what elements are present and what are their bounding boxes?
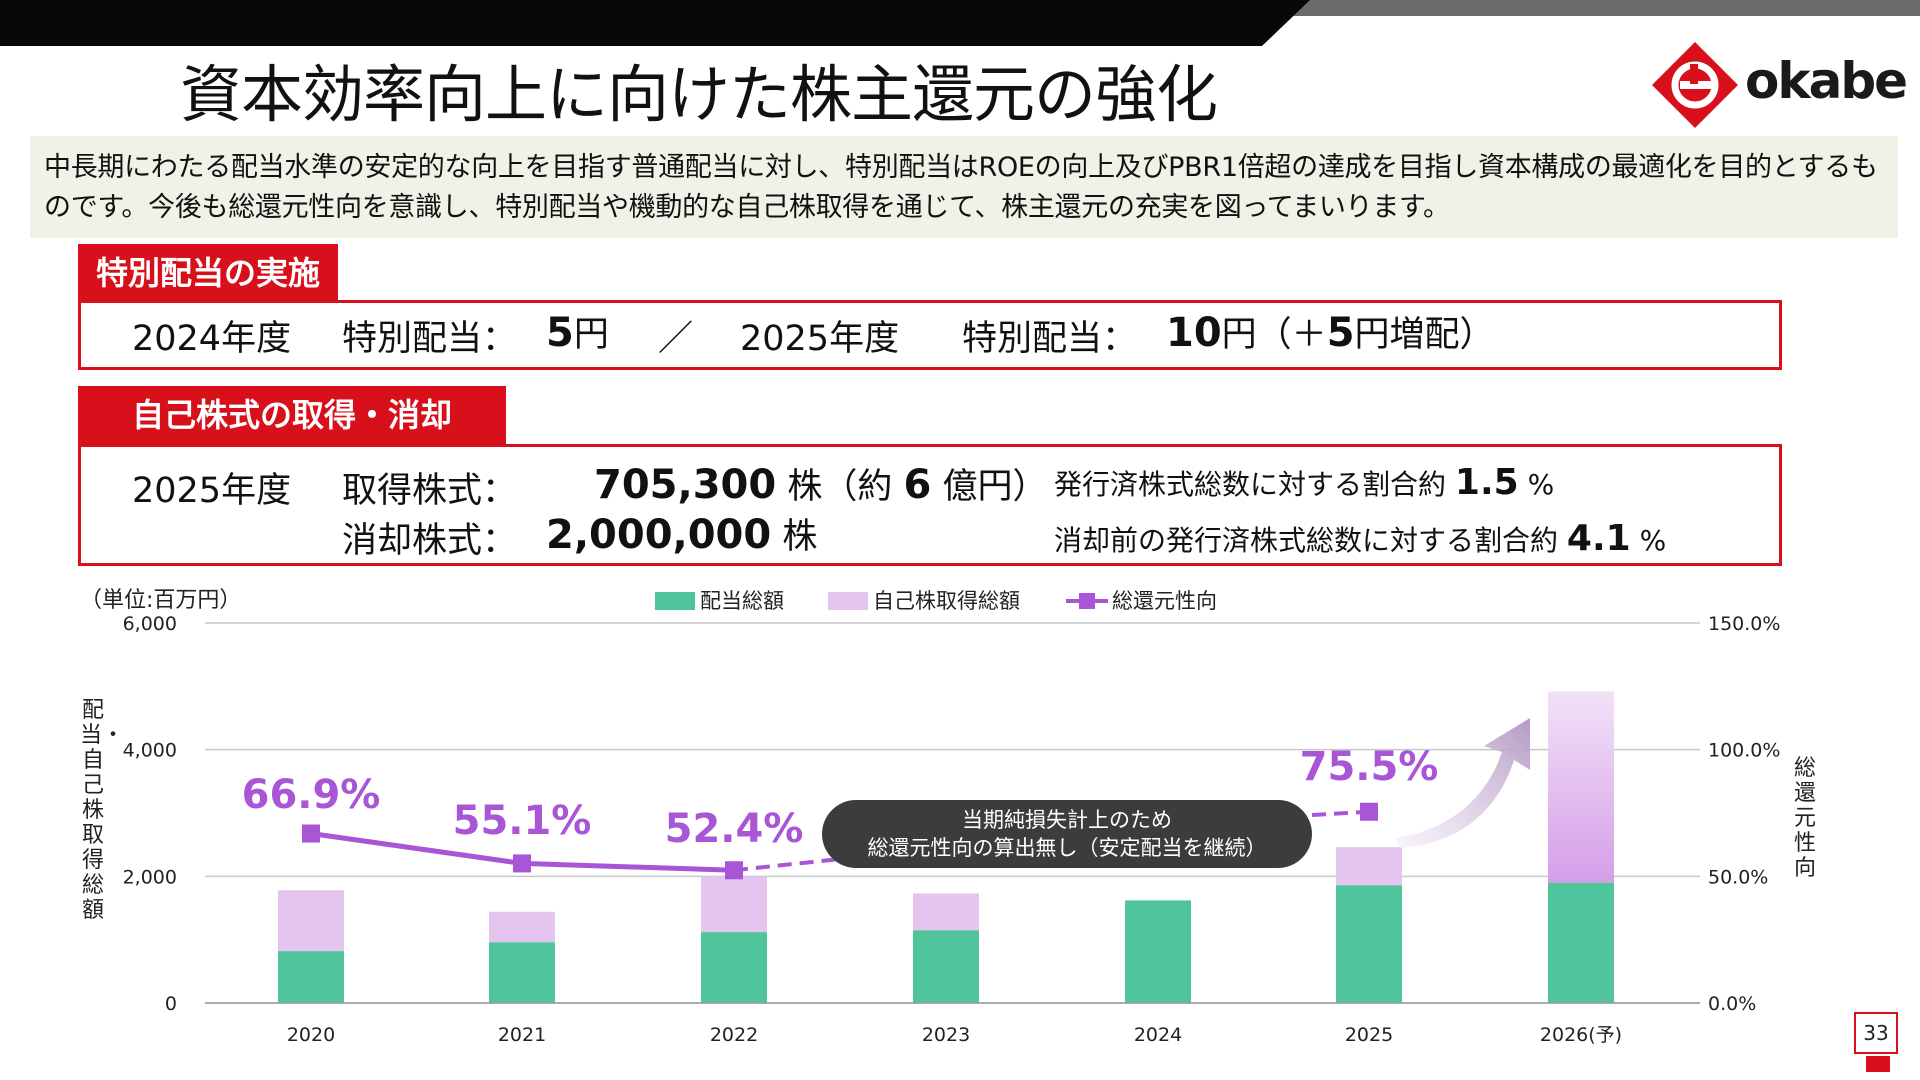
legend-label-buyback: 自己株取得総額 (873, 589, 1020, 613)
special-dividend-box (78, 300, 1782, 370)
bar-buyback-2022 (701, 876, 767, 933)
x-tick-label: 2026(予) (1540, 1024, 1622, 1046)
payout-marker (725, 861, 743, 880)
x-tick-label: 2020 (287, 1024, 335, 1046)
page-number: 33 (1854, 1012, 1898, 1054)
sd-value-2025: 10円（＋5円増配） (1166, 310, 1495, 356)
y2-tick-label: 0.0% (1708, 993, 1756, 1015)
y-tick-label: 6,000 (123, 613, 177, 635)
sd-item-2024: 特別配当： (342, 319, 518, 359)
buyback-label: 自己株式の取得・消却 (78, 386, 506, 444)
y2-tick-label: 100.0% (1708, 740, 1780, 762)
legend-label-payout: 総還元性向 (1112, 589, 1217, 613)
bar-dividend-2024 (1125, 900, 1191, 1003)
bar-dividend-2020 (278, 951, 344, 1003)
chart-y-axis-label: 配当・自己株取得総額 (80, 698, 125, 923)
bar-buyback-2023 (913, 893, 979, 931)
payout-line-dashed-left (733, 856, 851, 873)
x-tick-label: 2022 (710, 1024, 758, 1046)
bar-buyback-2026(予) (1548, 691, 1614, 883)
sd-year-2024: 2024年度 (132, 319, 292, 359)
buyback-box (78, 444, 1782, 566)
shareholder-return-chart: 0 0.0% 2,000 50.0% 4,000 100.0% 6,000 150.0% 202… (123, 589, 1781, 1046)
annotation-line1: 当期純損失計上のため (962, 808, 1172, 832)
chart-annotation: 当期純損失計上のため 総還元性向の算出無し（安定配当を継続） (822, 800, 1312, 868)
page-title: 資本効率向上に向けた株主還元の強化 (180, 58, 1218, 131)
payout-data-label: 66.9% (242, 772, 381, 818)
bb-year: 2025年度 (132, 471, 292, 511)
page-marker (1866, 1056, 1890, 1072)
bb-cancel-label: 消却株式： (342, 521, 518, 561)
intro-text: 中長期にわたる配当水準の安定的な向上を目指す普通配当に対し、特別配当はROEの向… (30, 136, 1898, 238)
bb-acq-label: 取得株式： (342, 471, 518, 511)
top-banner (0, 0, 1920, 46)
x-tick-label: 2021 (498, 1024, 546, 1046)
bb-ratio1: 発行済株式総数に対する割合約 1.5 % (1054, 462, 1555, 503)
payout-data-label: 75.5% (1300, 744, 1439, 790)
logo-wordmark: okabe (1745, 52, 1908, 110)
legend-swatch-dividend (655, 592, 695, 610)
payout-data-label: 52.4% (665, 806, 804, 852)
x-tick-label: 2024 (1134, 1024, 1182, 1046)
x-tick-label: 2025 (1345, 1024, 1393, 1046)
sd-value-2024: 5円 (546, 310, 609, 356)
okabe-diamond-icon (1652, 42, 1738, 128)
bar-buyback-2025 (1336, 847, 1402, 886)
bb-cancel-value: 2,000,000 株 (546, 512, 818, 558)
bb-acq-value: 705,300 株（約 6 億円） (594, 462, 1048, 508)
bar-dividend-2022 (701, 932, 767, 1003)
sd-item-2025: 特別配当： (962, 319, 1138, 359)
bar-dividend-2026(予) (1548, 882, 1614, 1003)
legend-swatch-buyback (828, 592, 868, 610)
legend-label-dividend: 配当総額 (700, 589, 784, 613)
annotation-line2: 総還元性向の算出無し（安定配当を継続） (867, 836, 1267, 860)
x-tick-label: 2023 (922, 1024, 970, 1046)
special-dividend-label: 特別配当の実施 (78, 244, 339, 302)
bar-buyback-2021 (489, 911, 555, 943)
chart-unit-label: （単位:百万円） (80, 588, 242, 613)
payout-data-label: 55.1% (453, 798, 592, 844)
growth-arrow-icon (1395, 718, 1530, 848)
chart-y2-axis-label: 総還元性向 (1793, 756, 1816, 881)
payout-marker (302, 824, 320, 843)
y-tick-label: 2,000 (123, 866, 177, 888)
sd-year-2025: 2025年度 (740, 319, 900, 359)
y2-tick-label: 150.0% (1708, 613, 1780, 635)
bar-dividend-2021 (489, 942, 555, 1003)
legend-marker-payout (1079, 593, 1095, 609)
y-tick-label: 0 (165, 993, 177, 1015)
payout-line-dashed-right (1311, 809, 1370, 817)
payout-marker (513, 854, 531, 873)
sd-separator: ／ (658, 319, 694, 359)
bb-ratio2: 消却前の発行済株式総数に対する割合約 4.1 % (1054, 518, 1667, 559)
bar-dividend-2023 (913, 930, 979, 1003)
y-tick-label: 4,000 (123, 740, 177, 762)
bar-buyback-2020 (278, 890, 344, 952)
y2-tick-label: 50.0% (1708, 866, 1768, 888)
payout-marker (1360, 802, 1378, 821)
company-logo: okabe (1650, 40, 1908, 130)
bar-dividend-2025 (1336, 885, 1402, 1003)
